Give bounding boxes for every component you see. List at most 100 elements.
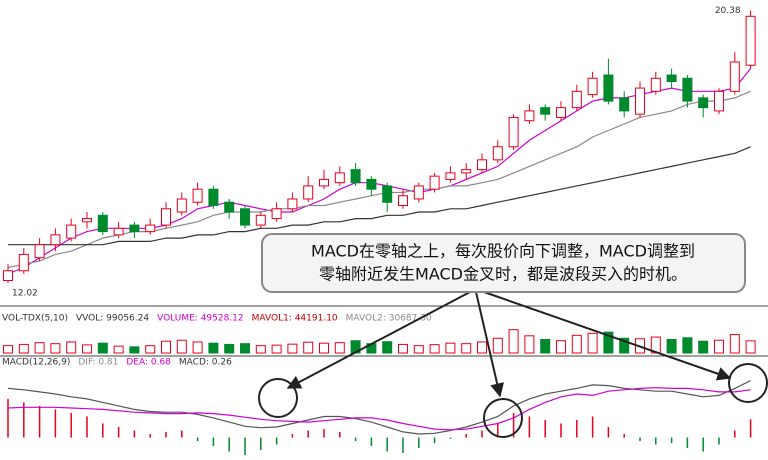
volume-bar <box>319 342 329 354</box>
indicator-line <box>7 387 751 431</box>
candle-body <box>650 77 661 92</box>
volume-bar <box>508 329 519 354</box>
volume-bar <box>445 342 456 354</box>
volume-bar <box>429 344 440 354</box>
volume-bar <box>18 343 29 354</box>
volume-bar <box>477 341 487 354</box>
candle-body <box>50 234 61 246</box>
candle-body <box>682 77 693 102</box>
volume-bar <box>224 343 235 354</box>
annotation-text: MACD在零轴之上，每次股价向下调整，MACD调整到 <box>311 242 695 261</box>
volume-bar <box>571 334 582 354</box>
volume-bar <box>382 341 393 354</box>
indicator-readout: VOLUME: 49528.12 <box>157 314 244 324</box>
candle-body <box>366 178 377 190</box>
candle-body <box>82 218 92 223</box>
low-label: 12.02 <box>12 289 38 299</box>
volume-bar <box>398 343 408 354</box>
candle-body <box>635 87 645 115</box>
candle-body <box>129 224 140 233</box>
candle-body <box>524 110 535 122</box>
candle-body <box>508 116 519 148</box>
annotation: MACD在零轴之上，每次股价向下调整，MACD调整到 零轴附近发生MACD金叉时… <box>258 233 768 438</box>
annotation-text: 零轴附近发生MACD金叉时，都是波段买入的时机。 <box>319 265 687 284</box>
arrow <box>483 291 732 381</box>
candle-body <box>208 188 219 207</box>
highlight-circle <box>728 363 768 403</box>
volume-bar <box>603 331 614 354</box>
candle-body <box>666 74 677 83</box>
volume-bar <box>334 342 345 354</box>
volume-bar <box>587 332 598 354</box>
candle-body <box>461 169 472 174</box>
candle-body <box>145 224 156 233</box>
indicator-readout: MACD: 0.26 <box>179 358 232 368</box>
volume-bar <box>540 339 551 354</box>
candle-body <box>113 227 124 236</box>
volume-bar <box>66 341 77 354</box>
candle-body <box>445 172 456 180</box>
candle-body <box>3 270 13 282</box>
candle-body <box>603 74 614 102</box>
candle-body <box>18 253 29 272</box>
volume-bar <box>698 340 709 354</box>
volume-bar <box>192 341 203 354</box>
volume-bar <box>714 339 724 354</box>
candle-body <box>34 244 45 259</box>
volume-bar <box>619 337 630 354</box>
volume-bar <box>413 345 424 354</box>
candle-body <box>66 224 77 239</box>
indicator-readout: VVOL: 99056.24 <box>76 314 149 324</box>
candle-body <box>477 159 487 171</box>
volume-bar <box>208 342 219 354</box>
candle-body <box>287 198 298 210</box>
volume-bar <box>161 340 171 354</box>
arrow <box>286 291 471 389</box>
indicator-line <box>8 146 751 246</box>
volume-bar <box>666 339 677 354</box>
indicator-readout: MACD(12,26,9) <box>2 358 70 368</box>
candle-body <box>240 208 250 226</box>
candle-body <box>571 90 582 109</box>
volume-bar <box>524 335 535 354</box>
indicator-line <box>7 380 751 435</box>
indicator-readout: DIF: 0.81 <box>78 358 118 368</box>
volume-bar <box>129 346 140 354</box>
indicator-readout: MAVOL1: 44191.10 <box>252 314 338 324</box>
volume-bar <box>461 343 472 354</box>
candle-body <box>413 185 424 200</box>
volume-bar <box>176 339 187 354</box>
candle-body <box>255 214 266 226</box>
candle-body <box>556 107 566 118</box>
candle-body <box>334 172 345 184</box>
volume-bar <box>729 334 740 354</box>
volume-bar <box>97 342 108 354</box>
volume-bar <box>50 343 61 354</box>
volume-bar <box>271 344 282 354</box>
volume-bar <box>3 345 13 354</box>
candle-body <box>729 61 740 92</box>
volume-bar <box>556 340 566 354</box>
candle-body <box>161 208 171 226</box>
volume-bar <box>82 344 92 354</box>
candle-body <box>350 169 361 184</box>
volume-bar <box>255 345 266 354</box>
high-label: 20.38 <box>715 6 741 16</box>
indicator-readout: DEA: 0.68 <box>126 358 171 368</box>
candle-body <box>492 146 503 161</box>
candle-body <box>97 214 108 233</box>
indicator-readout: VOL-TDX(5,10) <box>2 314 68 324</box>
candle-body <box>176 198 187 213</box>
annotation-box <box>261 233 746 293</box>
candle-body <box>540 107 551 115</box>
volume-bar <box>745 340 756 354</box>
candle-body <box>429 175 440 190</box>
volume-bar <box>287 343 298 354</box>
arrow <box>475 291 504 398</box>
indicator-readout: MAVOL2: 30687.30 <box>346 314 432 324</box>
candle-body <box>382 185 393 203</box>
volume-bar <box>240 343 250 354</box>
candle-body <box>698 97 709 109</box>
